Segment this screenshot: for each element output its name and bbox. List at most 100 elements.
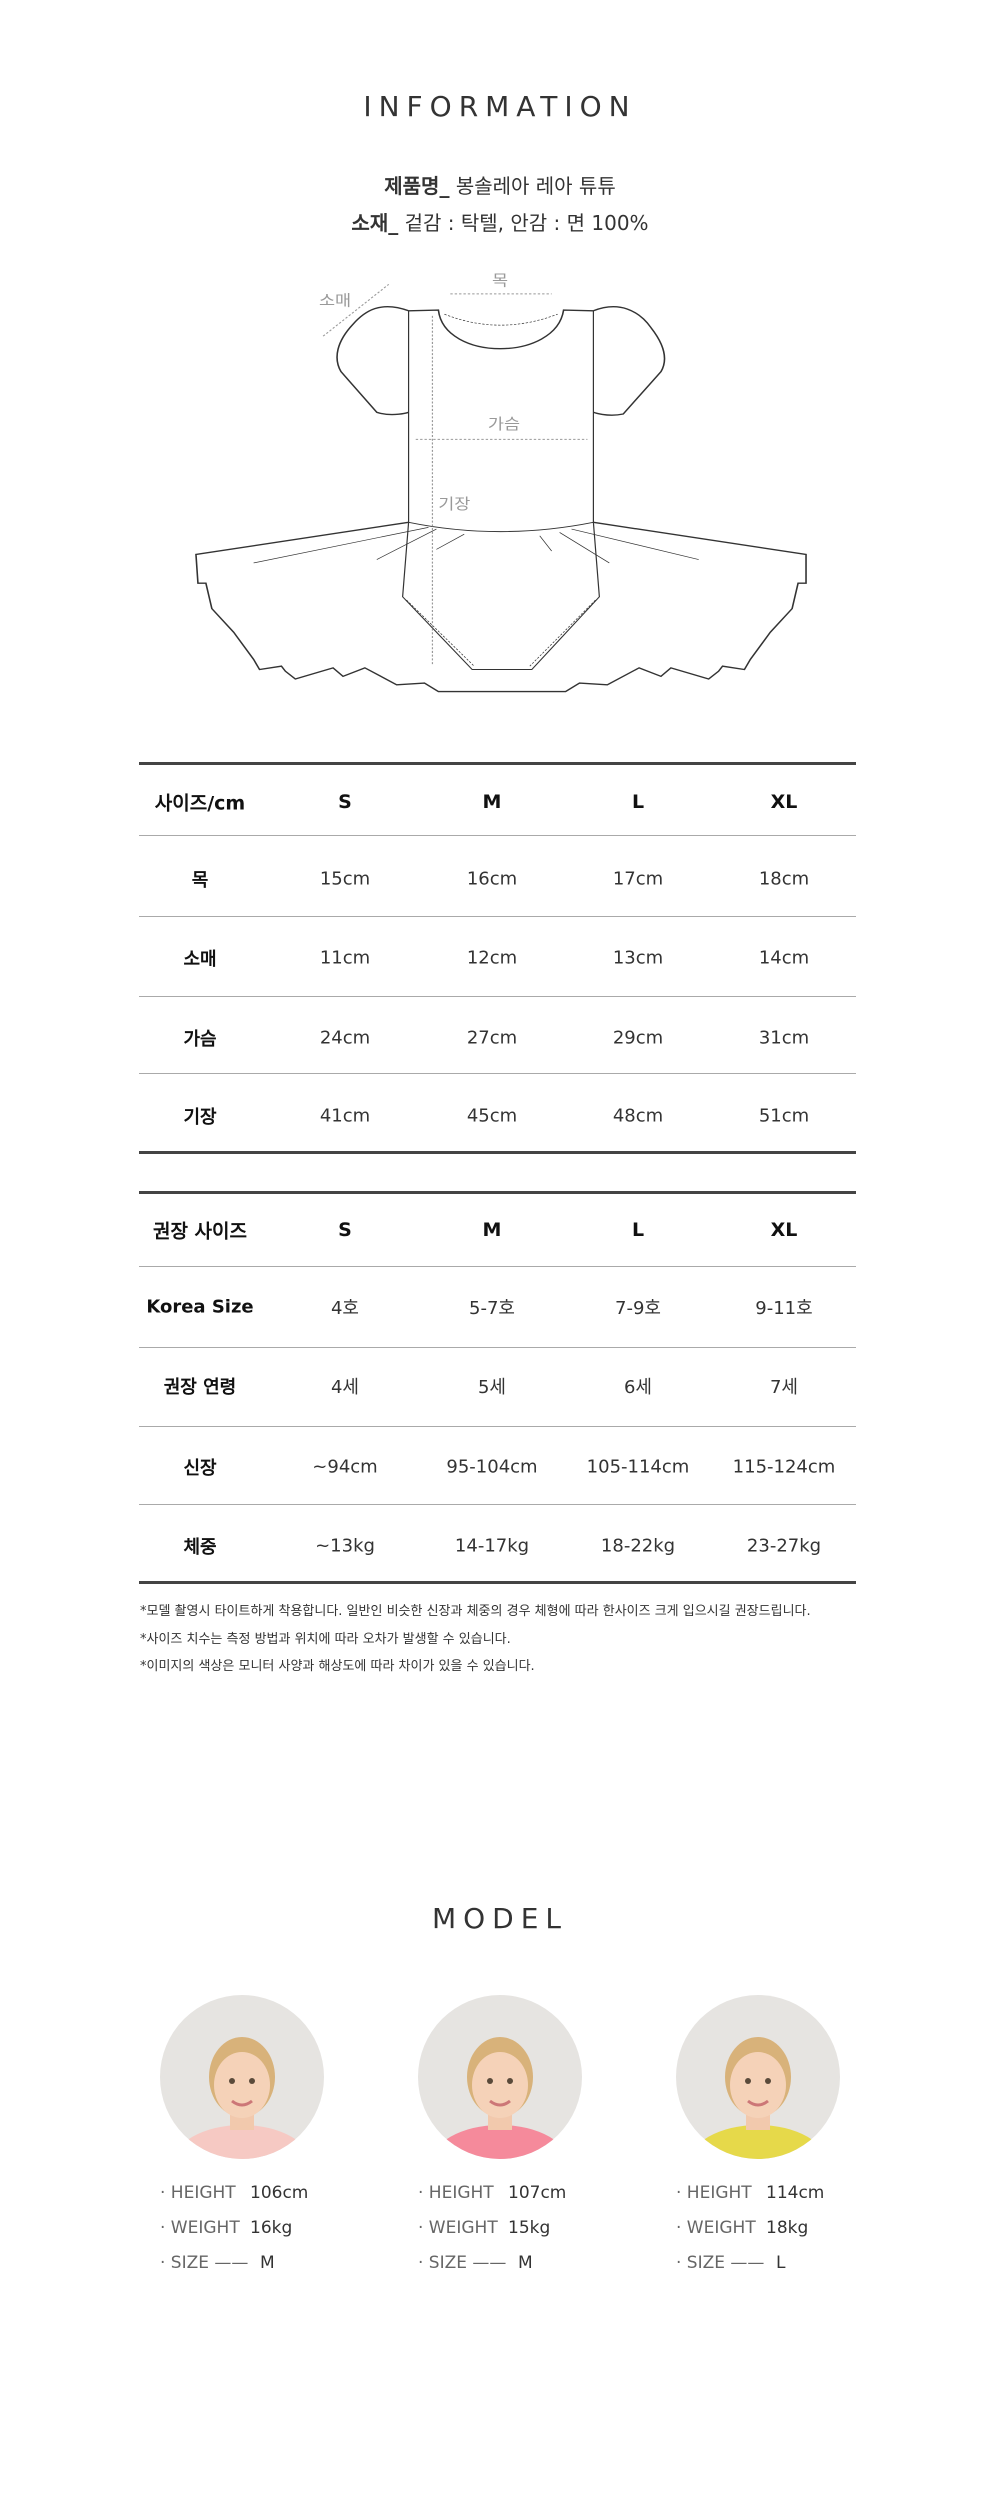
table-divider [139, 916, 856, 917]
table-cell: 27cm [466, 1027, 518, 1049]
sleeve-arrow [322, 283, 390, 337]
material: 겉감 : 탁텔, 안감 : 면 100% [404, 211, 649, 235]
row-label: 신장 [183, 1458, 217, 1479]
table-header-cell: L [631, 791, 645, 813]
model-height-label: · HEIGHT [160, 2183, 236, 2203]
note: *모델 촬영시 타이트하게 착용합니다. 일반인 비슷한 신장과 체중의 경우 … [140, 1604, 811, 1619]
table-cell: 14-17kg [454, 1535, 530, 1557]
table-cell: 15cm [319, 868, 371, 890]
measure-arrows [322, 283, 588, 665]
neck-label: 목 [492, 272, 508, 289]
model-photo [418, 1995, 582, 2159]
model-size-value: L [776, 2253, 786, 2273]
table-cell: 95-104cm [446, 1456, 538, 1478]
table-divider [139, 1347, 856, 1348]
table-divider [139, 1266, 856, 1267]
table-cell: 115-124cm [732, 1456, 836, 1478]
table-cell: 18cm [758, 868, 810, 890]
model-weight-label: · WEIGHT [676, 2218, 756, 2238]
material-line: 소재_ 겉감 : 탁텔, 안감 : 면 100% [0, 207, 1000, 236]
model-size-value: M [518, 2253, 533, 2273]
table-cell: 45cm [466, 1105, 518, 1127]
row-label: 기장 [183, 1107, 217, 1128]
table-header-cell: 권장 사이즈 [152, 1220, 247, 1243]
model-height-value: 106cm [250, 2183, 309, 2203]
model-size-value: M [260, 2253, 275, 2273]
model-height-value: 107cm [508, 2183, 567, 2203]
table-cell: 18-22kg [600, 1535, 676, 1557]
table-cell: 4세 [330, 1377, 359, 1398]
table-cell: 17cm [612, 868, 664, 890]
model-height: · HEIGHT 107cm [418, 2183, 566, 2203]
table-header-cell: M [482, 1219, 502, 1241]
table-cell: 4호 [330, 1298, 359, 1319]
table-divider [139, 1426, 856, 1427]
table-cell: 13cm [612, 947, 664, 969]
table-cell: 11cm [319, 947, 371, 969]
table-divider [139, 996, 856, 997]
model-size: · SIZE —— M [160, 2253, 275, 2273]
table-cell: 29cm [612, 1027, 664, 1049]
chest-label: 가슴 [488, 415, 520, 432]
table-divider [139, 1504, 856, 1505]
table-header-cell: XL [770, 1219, 798, 1241]
product-name: 봉솔레아 레아 튜튜 [455, 174, 616, 198]
table-header-cell: M [482, 791, 502, 813]
length-label: 기장 [438, 495, 470, 512]
table-cell: 51cm [758, 1105, 810, 1127]
table-cell: ~94cm [312, 1456, 378, 1478]
model-weight-label: · WEIGHT [160, 2218, 240, 2238]
table-cell: 5-7호 [469, 1298, 515, 1319]
table-cell: 23-27kg [746, 1535, 822, 1557]
model-photo [160, 1995, 324, 2159]
row-label: 목 [191, 870, 209, 891]
table-cell: 41cm [319, 1105, 371, 1127]
note: *사이즈 치수는 측정 방법과 위치에 따라 오차가 발생할 수 있습니다. [140, 1631, 511, 1647]
table-header-cell: L [631, 1219, 645, 1241]
table-header-cell: 사이즈/cm [154, 792, 246, 815]
model-weight: · WEIGHT 16kg [160, 2218, 292, 2238]
table-cell: 5세 [477, 1377, 506, 1398]
table-cell: 24cm [319, 1027, 371, 1049]
table-cell: 6세 [623, 1377, 652, 1398]
note: *이미지의 색상은 모니터 사양과 해상도에 따라 차이가 있을 수 있습니다. [140, 1659, 535, 1674]
table-cell: 7-9호 [615, 1298, 661, 1319]
model-size: · SIZE —— L [676, 2253, 785, 2273]
table-header-cell: XL [770, 791, 798, 813]
row-label: Korea Size [146, 1296, 254, 1318]
table-cell: ~13kg [315, 1535, 375, 1557]
product-name-label: 제품명_ [384, 174, 450, 198]
table-divider [139, 1073, 856, 1074]
table-divider [139, 1581, 856, 1584]
sleeve-label: 소매 [319, 292, 351, 309]
information-title: INFORMATION [363, 90, 637, 123]
model-weight-value: 16kg [250, 2218, 293, 2238]
model-size: · SIZE —— M [418, 2253, 533, 2273]
table-header-cell: S [338, 1219, 352, 1241]
table-cell: 9-11호 [755, 1298, 813, 1319]
model-photo [676, 1995, 840, 2159]
model-size-label: · SIZE —— [418, 2253, 507, 2273]
material-label: 소재_ [351, 211, 399, 235]
model-weight-value: 18kg [766, 2218, 809, 2238]
table-cell: 31cm [758, 1027, 810, 1049]
row-label: 체중 [183, 1537, 217, 1558]
row-label: 권장 연령 [163, 1377, 237, 1398]
model-height: · HEIGHT 114cm [676, 2183, 824, 2203]
row-label: 가슴 [183, 1029, 217, 1050]
model-weight: · WEIGHT 15kg [418, 2218, 550, 2238]
model-title: MODEL [431, 1902, 569, 1935]
model-weight-label: · WEIGHT [418, 2218, 498, 2238]
table-cell: 16cm [466, 868, 518, 890]
model-weight: · WEIGHT 18kg [676, 2218, 808, 2238]
notes: *모델 촬영시 타이트하게 착용합니다. 일반인 비슷한 신장과 체중의 경우 … [140, 1600, 811, 1683]
garment-outline [195, 306, 807, 693]
table-divider [139, 835, 856, 836]
table-divider [139, 1191, 856, 1194]
table-cell: 48cm [612, 1105, 664, 1127]
model-size-label: · SIZE —— [676, 2253, 765, 2273]
model-height-label: · HEIGHT [676, 2183, 752, 2203]
table-header-cell: S [338, 791, 352, 813]
table-cell: 14cm [758, 947, 810, 969]
model-height-value: 114cm [766, 2183, 825, 2203]
